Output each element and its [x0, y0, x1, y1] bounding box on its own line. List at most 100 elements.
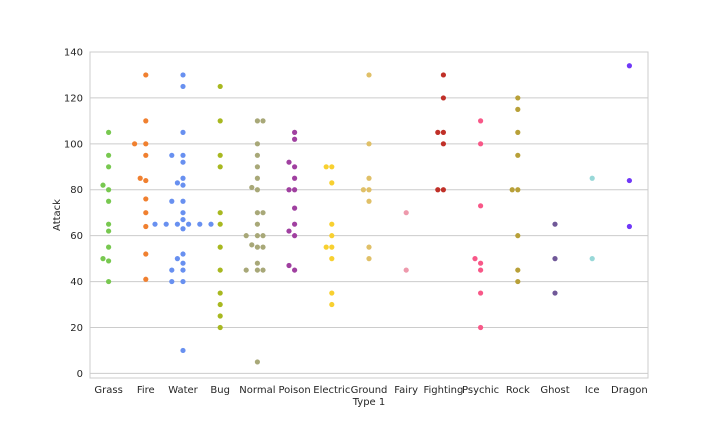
point-grass — [106, 152, 112, 158]
point-water — [180, 251, 186, 257]
point-poison — [292, 233, 298, 239]
point-water — [180, 83, 186, 90]
point-water — [180, 175, 186, 181]
point-water — [180, 152, 186, 158]
point-normal — [260, 233, 266, 239]
point-normal — [254, 164, 260, 170]
y-tick-labels: 0 20 40 60 80 100 120 140 — [64, 48, 83, 380]
point-ground — [366, 244, 372, 250]
x-tick-label: Ice — [585, 385, 600, 396]
point-ghost — [552, 290, 558, 296]
point-ground — [360, 187, 366, 193]
x-tick-labels: Grass Fire Water Bug Normal Poison Electric Gro… — [94, 385, 647, 396]
point-fire — [143, 251, 149, 257]
point-ice — [589, 256, 595, 262]
point-electric — [329, 244, 335, 250]
point-ground — [366, 198, 372, 204]
x-tick-label: Electric — [313, 385, 350, 396]
point-normal — [254, 118, 260, 124]
point-fire — [143, 210, 149, 216]
point-ground — [366, 141, 372, 147]
point-rock — [515, 106, 521, 112]
point-grass — [106, 221, 112, 227]
point-electric — [323, 164, 329, 170]
point-fire — [143, 223, 149, 230]
point-ground — [366, 256, 372, 262]
point-poison — [292, 221, 298, 227]
point-electric — [329, 233, 335, 239]
point-water — [163, 221, 169, 227]
y-tick-label: 0 — [77, 369, 83, 380]
point-electric — [329, 256, 335, 262]
point-electric — [323, 244, 329, 250]
point-psychic — [478, 324, 484, 331]
point-psychic — [478, 118, 484, 124]
point-ground — [366, 175, 372, 181]
point-grass — [106, 278, 112, 285]
x-tick-label: Normal — [239, 385, 275, 396]
point-fighting — [435, 187, 441, 193]
point-ghost — [552, 256, 558, 262]
point-psychic — [478, 290, 484, 296]
point-water — [180, 267, 186, 273]
point-bug — [217, 244, 223, 250]
point-psychic — [478, 267, 484, 273]
point-rock — [515, 129, 521, 135]
point-rock — [515, 233, 521, 239]
point-water — [174, 180, 180, 186]
point-bug — [217, 210, 223, 216]
point-poison — [286, 159, 292, 165]
point-poison — [292, 175, 298, 181]
point-normal — [260, 267, 266, 273]
y-tick-label: 140 — [64, 48, 83, 59]
y-tick-label: 60 — [70, 231, 83, 242]
point-rock — [509, 187, 515, 193]
point-fighting — [440, 72, 446, 78]
point-poison — [292, 205, 298, 211]
point-rock — [515, 187, 521, 193]
point-normal — [254, 244, 260, 250]
point-water — [180, 216, 186, 223]
point-normal — [249, 242, 255, 248]
point-normal — [243, 233, 249, 239]
point-grass — [106, 187, 112, 193]
point-normal — [254, 267, 260, 273]
point-water — [180, 226, 186, 232]
x-tick-label: Bug — [210, 385, 230, 396]
point-rock — [515, 95, 521, 101]
x-tick-label: Grass — [94, 385, 122, 396]
point-water — [180, 210, 186, 216]
point-fairy — [403, 210, 409, 216]
point-water — [152, 221, 158, 227]
point-fire — [143, 118, 149, 124]
point-poison — [292, 187, 298, 193]
point-grass — [106, 244, 112, 250]
point-normal — [254, 152, 260, 158]
point-fighting — [440, 141, 446, 147]
point-water — [169, 152, 175, 158]
point-normal — [254, 187, 260, 193]
y-axis-label: Attack — [52, 199, 63, 231]
x-tick-label: Psychic — [462, 385, 499, 396]
point-water — [197, 221, 203, 227]
point-normal — [260, 210, 266, 216]
point-poison — [292, 267, 298, 273]
point-bug — [217, 313, 223, 319]
x-tick-label: Fire — [137, 385, 155, 396]
point-fire — [137, 175, 143, 181]
point-grass — [100, 256, 106, 262]
point-fire — [143, 141, 149, 147]
point-psychic — [472, 256, 478, 262]
point-fighting — [440, 129, 446, 135]
point-fire — [132, 141, 138, 147]
point-water — [180, 129, 186, 135]
point-normal — [260, 118, 266, 124]
point-fighting — [435, 129, 441, 135]
point-rock — [515, 278, 521, 285]
x-tick-label: Ground — [351, 385, 388, 396]
point-water — [174, 256, 180, 262]
point-normal — [254, 141, 260, 147]
y-tick-label: 100 — [64, 139, 83, 150]
point-dragon — [626, 177, 633, 184]
